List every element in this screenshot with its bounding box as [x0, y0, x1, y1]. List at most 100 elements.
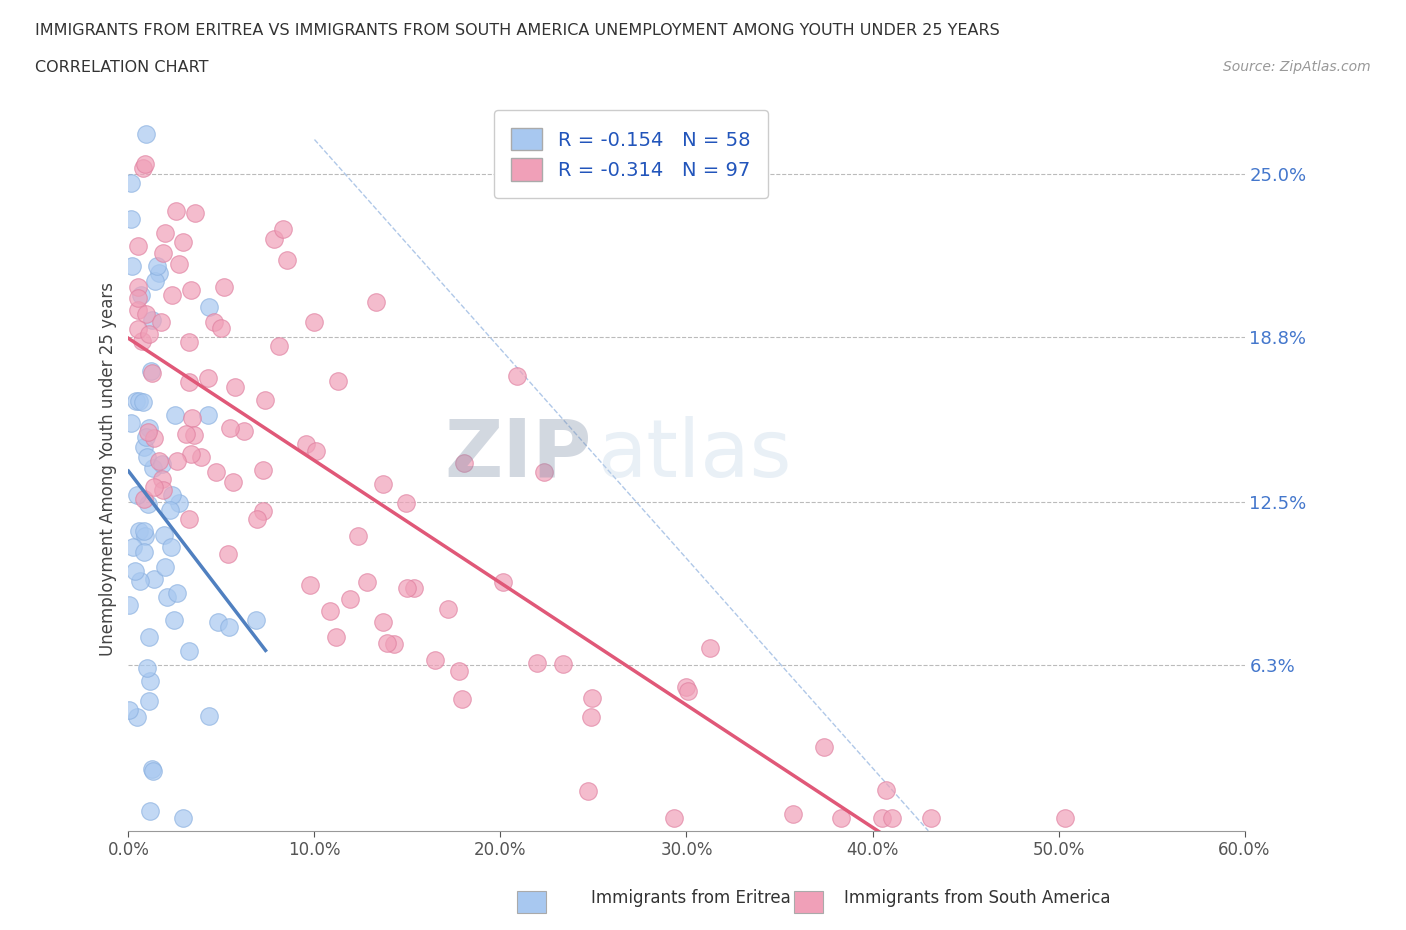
- Point: [1053, 810, 1076, 825]
- Point: [782, 806, 804, 821]
- Point: [135, 430, 157, 445]
- Point: [138, 804, 160, 819]
- Legend: R = -0.154   N = 58, R = -0.314   N = 97: R = -0.154 N = 58, R = -0.314 N = 97: [494, 111, 768, 198]
- Point: [451, 692, 474, 707]
- Point: [662, 810, 685, 825]
- Point: [254, 393, 277, 408]
- Point: [163, 407, 186, 422]
- Point: [395, 580, 418, 595]
- Point: [128, 574, 150, 589]
- Point: [453, 455, 475, 470]
- Point: [505, 368, 527, 383]
- Point: [375, 635, 398, 650]
- Point: [152, 483, 174, 498]
- Point: [152, 246, 174, 260]
- Y-axis label: Unemployment Among Youth under 25 years: Unemployment Among Youth under 25 years: [100, 283, 117, 657]
- Point: [491, 575, 513, 590]
- Point: [135, 660, 157, 675]
- Point: [131, 333, 153, 348]
- Point: [120, 416, 142, 431]
- Point: [678, 684, 700, 698]
- Point: [167, 496, 190, 511]
- Point: [166, 586, 188, 601]
- Point: [880, 810, 903, 825]
- Point: [325, 630, 347, 644]
- Point: [267, 339, 290, 353]
- Point: [153, 527, 176, 542]
- Point: [263, 232, 285, 246]
- Point: [136, 449, 159, 464]
- Point: [138, 326, 160, 341]
- Point: [576, 783, 599, 798]
- Point: [138, 420, 160, 435]
- Point: [675, 679, 697, 694]
- Point: [141, 312, 163, 327]
- Point: [136, 425, 159, 440]
- Point: [197, 407, 219, 422]
- Point: [122, 539, 145, 554]
- Point: [141, 365, 163, 380]
- Point: [252, 462, 274, 477]
- Point: [533, 464, 555, 479]
- Point: [135, 126, 157, 141]
- Text: Immigrants from South America: Immigrants from South America: [844, 889, 1111, 907]
- Point: [172, 810, 194, 825]
- Point: [436, 602, 458, 617]
- Point: [423, 653, 446, 668]
- Point: [190, 449, 212, 464]
- Text: CORRELATION CHART: CORRELATION CHART: [35, 60, 208, 75]
- Point: [197, 299, 219, 314]
- Point: [174, 427, 197, 442]
- Point: [339, 591, 361, 606]
- Point: [218, 420, 240, 435]
- Point: [179, 644, 201, 658]
- Point: [118, 702, 141, 717]
- Point: [245, 613, 267, 628]
- Point: [276, 253, 298, 268]
- Point: [207, 615, 229, 630]
- Point: [302, 314, 325, 329]
- Point: [346, 528, 368, 543]
- Point: [202, 315, 225, 330]
- Point: [132, 544, 155, 559]
- Point: [127, 322, 149, 337]
- Point: [221, 475, 243, 490]
- Point: [870, 810, 893, 825]
- Point: [121, 259, 143, 273]
- Point: [180, 411, 202, 426]
- Point: [146, 259, 169, 273]
- Point: [197, 371, 219, 386]
- Point: [132, 161, 155, 176]
- Point: [920, 810, 942, 825]
- Point: [224, 379, 246, 394]
- Point: [165, 204, 187, 219]
- Point: [155, 590, 177, 604]
- Point: [356, 574, 378, 589]
- Point: [142, 764, 165, 779]
- Point: [167, 257, 190, 272]
- Point: [160, 487, 183, 502]
- Point: [124, 564, 146, 578]
- Point: [148, 266, 170, 281]
- Point: [830, 810, 852, 825]
- Point: [404, 581, 426, 596]
- Point: [143, 571, 166, 586]
- Point: [125, 710, 148, 724]
- Text: ZIP: ZIP: [444, 416, 592, 494]
- Point: [117, 597, 139, 612]
- Point: [295, 437, 318, 452]
- Point: [177, 512, 200, 526]
- Point: [128, 524, 150, 538]
- Point: [875, 782, 897, 797]
- Point: [364, 295, 387, 310]
- Point: [138, 694, 160, 709]
- Point: [132, 524, 155, 538]
- Point: [150, 472, 173, 486]
- Point: [177, 334, 200, 349]
- Point: [447, 663, 470, 678]
- Point: [155, 559, 177, 574]
- Point: [132, 394, 155, 409]
- Point: [813, 740, 835, 755]
- Point: [177, 375, 200, 390]
- Point: [160, 288, 183, 303]
